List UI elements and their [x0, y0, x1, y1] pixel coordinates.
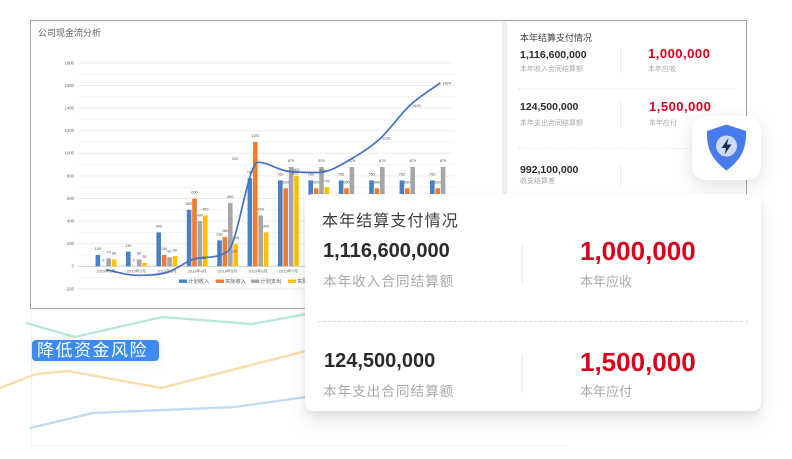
svg-text:690: 690 [343, 181, 349, 185]
svg-text:828: 828 [320, 169, 326, 173]
svg-text:2019年1月: 2019年1月 [96, 268, 115, 274]
svg-text:70: 70 [107, 251, 111, 255]
svg-text:760: 760 [429, 173, 435, 177]
svg-text:260: 260 [222, 229, 228, 233]
svg-text:690: 690 [404, 181, 410, 185]
svg-text:-200: -200 [66, 286, 75, 291]
svg-text:60: 60 [137, 252, 141, 256]
svg-text:600: 600 [191, 191, 197, 195]
svg-text:879: 879 [349, 159, 355, 163]
svg-text:879: 879 [288, 159, 294, 163]
svg-text:760: 760 [308, 173, 314, 177]
svg-text:130: 130 [231, 249, 237, 253]
svg-text:760: 760 [368, 173, 374, 177]
svg-text:690: 690 [374, 181, 380, 185]
svg-text:30: 30 [142, 255, 146, 259]
svg-text:90: 90 [173, 248, 177, 252]
svg-text:公司现金流分析: 公司现金流分析 [38, 27, 101, 38]
svg-text:2019年2月: 2019年2月 [127, 268, 146, 274]
svg-text:1800: 1800 [65, 60, 75, 65]
svg-text:60: 60 [112, 252, 116, 256]
svg-text:100: 100 [161, 247, 167, 251]
svg-text:400: 400 [197, 213, 203, 217]
svg-text:2019年7月: 2019年7月 [279, 268, 298, 274]
svg-text:1400: 1400 [65, 106, 75, 111]
svg-text:879: 879 [410, 159, 416, 163]
svg-text:2019年5月: 2019年5月 [218, 268, 237, 274]
svg-text:2019年4月: 2019年4月 [188, 268, 207, 274]
svg-text:300: 300 [156, 225, 162, 229]
svg-text:879: 879 [440, 159, 446, 163]
svg-text:760: 760 [338, 173, 344, 177]
svg-text:760: 760 [277, 173, 283, 177]
svg-text:879: 879 [318, 159, 324, 163]
svg-text:560: 560 [227, 195, 233, 199]
svg-text:1126: 1126 [382, 137, 390, 141]
svg-text:实际收入: 实际收入 [225, 277, 246, 285]
svg-text:500: 500 [186, 202, 192, 206]
svg-text:690: 690 [435, 181, 441, 185]
svg-text:200: 200 [233, 236, 239, 240]
svg-text:1425: 1425 [412, 104, 420, 108]
svg-text:800: 800 [67, 173, 75, 178]
svg-text:0: 0 [133, 258, 135, 262]
svg-text:1600: 1600 [65, 83, 75, 88]
svg-text:450: 450 [258, 208, 264, 212]
svg-text:800: 800 [293, 168, 299, 172]
svg-text:130: 130 [125, 244, 131, 248]
svg-text:0: 0 [102, 258, 104, 262]
svg-text:2019年3月: 2019年3月 [157, 268, 176, 274]
svg-text:70: 70 [202, 256, 206, 260]
svg-text:0: 0 [72, 264, 75, 269]
svg-text:200: 200 [67, 241, 75, 246]
svg-text:100: 100 [95, 247, 101, 251]
svg-text:400: 400 [67, 219, 75, 224]
svg-text:690: 690 [313, 181, 319, 185]
svg-text:690: 690 [283, 181, 289, 185]
svg-text:300: 300 [263, 225, 269, 229]
svg-text:1000: 1000 [65, 151, 75, 156]
svg-text:80: 80 [167, 250, 171, 254]
svg-text:计划收入: 计划收入 [188, 277, 209, 285]
svg-text:879: 879 [379, 159, 385, 163]
svg-text:1200: 1200 [65, 128, 75, 133]
svg-text:1624: 1624 [443, 82, 451, 86]
svg-text:1100: 1100 [251, 134, 259, 138]
svg-text:920: 920 [232, 157, 238, 161]
svg-text:2019年6月: 2019年6月 [248, 268, 267, 274]
svg-text:600: 600 [67, 196, 75, 201]
svg-text:450: 450 [202, 208, 208, 212]
svg-text:700: 700 [324, 179, 330, 183]
svg-text:820: 820 [292, 172, 298, 176]
svg-text:760: 760 [399, 173, 405, 177]
svg-text:计划支出: 计划支出 [261, 277, 282, 285]
svg-text:230: 230 [216, 233, 222, 237]
svg-text:780: 780 [247, 170, 253, 174]
